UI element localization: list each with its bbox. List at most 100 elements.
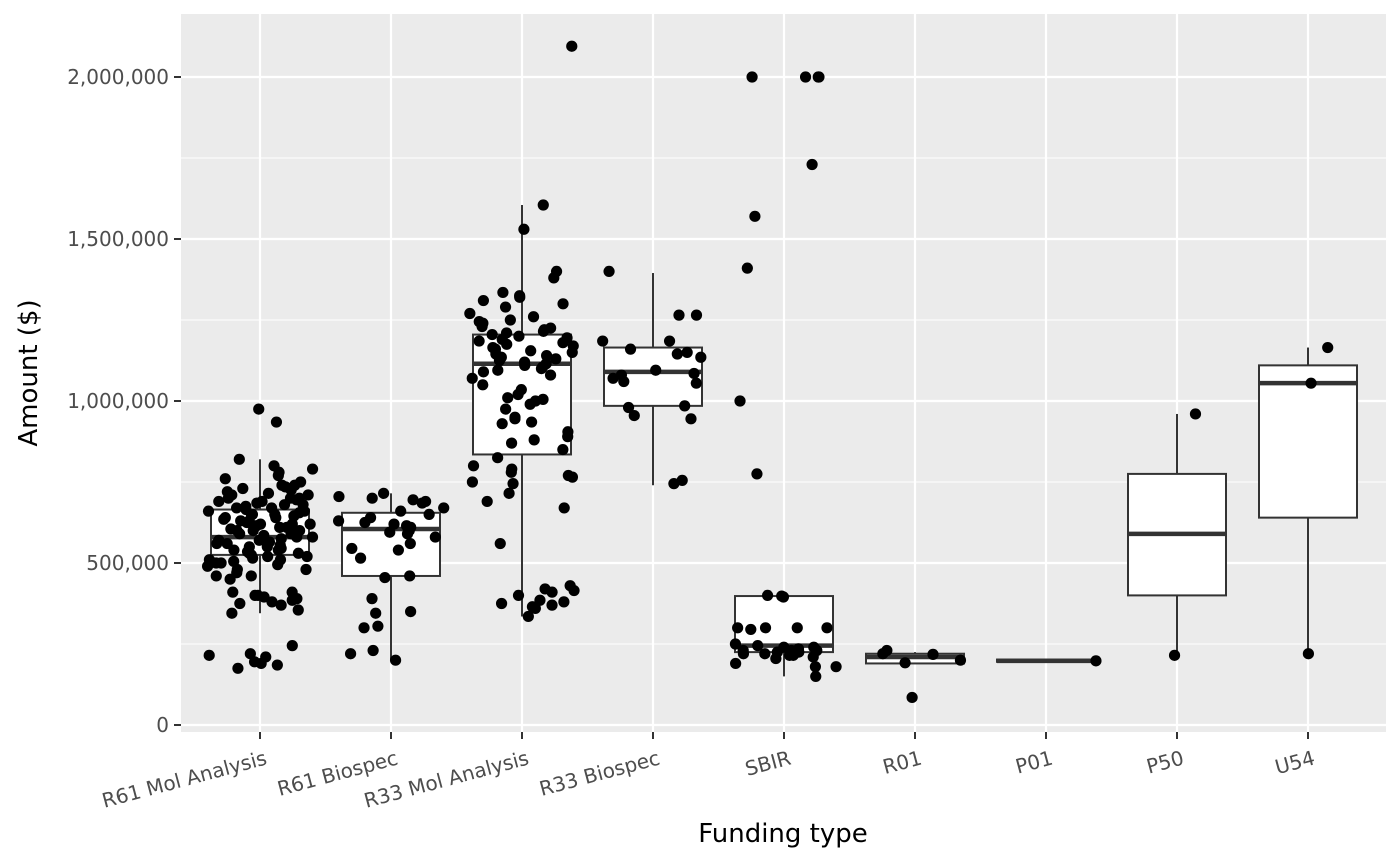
data-point xyxy=(877,648,889,660)
data-point xyxy=(210,557,222,569)
point-group xyxy=(201,40,1334,704)
data-point xyxy=(401,528,414,540)
data-point xyxy=(628,409,640,422)
data-point xyxy=(807,651,819,663)
data-point xyxy=(493,354,506,367)
data-point xyxy=(809,661,821,673)
data-point xyxy=(232,662,244,674)
data-point xyxy=(271,659,283,671)
data-point xyxy=(255,657,267,670)
data-point xyxy=(906,691,918,704)
data-point xyxy=(513,330,525,342)
data-point xyxy=(752,640,764,652)
data-point xyxy=(262,487,275,499)
data-point xyxy=(492,364,504,376)
data-point xyxy=(404,570,416,582)
data-point xyxy=(681,346,693,358)
data-point xyxy=(218,513,230,525)
data-point xyxy=(504,314,516,326)
data-point xyxy=(737,648,750,660)
data-point xyxy=(221,537,233,550)
data-point xyxy=(732,622,744,634)
data-point xyxy=(537,199,549,211)
x-axis-title: Funding type xyxy=(698,819,868,849)
data-point xyxy=(275,599,287,611)
data-point xyxy=(486,328,498,341)
data-point xyxy=(203,649,215,661)
data-point xyxy=(690,377,702,389)
data-point xyxy=(512,589,525,602)
data-point xyxy=(233,453,245,465)
data-point xyxy=(333,515,345,527)
data-point xyxy=(741,262,753,274)
data-point xyxy=(566,40,578,52)
data-point xyxy=(671,348,683,360)
data-point xyxy=(476,320,488,333)
data-point xyxy=(211,537,223,550)
data-point xyxy=(954,654,967,666)
data-point xyxy=(429,531,441,543)
data-point xyxy=(507,478,519,490)
data-point xyxy=(306,463,319,475)
data-point xyxy=(261,541,273,553)
data-point xyxy=(274,521,286,533)
data-point xyxy=(389,654,402,666)
data-point xyxy=(518,223,530,235)
data-point xyxy=(537,325,550,337)
data-point xyxy=(285,484,297,496)
data-point xyxy=(761,589,774,602)
x-tick-label: R61 Mol Analysis xyxy=(99,746,269,813)
data-point xyxy=(927,648,939,660)
data-point xyxy=(272,469,284,482)
data-point xyxy=(1322,341,1334,354)
data-point xyxy=(227,586,239,598)
data-point xyxy=(557,337,569,349)
data-point xyxy=(568,584,580,597)
data-point xyxy=(302,489,314,501)
data-point xyxy=(500,403,512,415)
data-point xyxy=(546,586,558,598)
data-point xyxy=(770,652,782,665)
data-point xyxy=(201,560,214,572)
data-point xyxy=(372,620,384,632)
data-point xyxy=(734,395,746,407)
data-point xyxy=(384,526,396,538)
data-point xyxy=(745,623,757,636)
data-point xyxy=(416,497,428,509)
data-point xyxy=(1090,655,1102,667)
data-point xyxy=(566,346,578,358)
data-point xyxy=(650,364,662,376)
data-point xyxy=(751,468,763,480)
data-point xyxy=(226,607,238,619)
data-point xyxy=(304,518,316,530)
data-point xyxy=(234,597,246,610)
data-point xyxy=(562,431,574,443)
data-point xyxy=(256,495,268,508)
data-point xyxy=(378,487,390,499)
data-point xyxy=(821,622,833,634)
data-point xyxy=(231,525,243,537)
data-point xyxy=(222,492,234,504)
data-point xyxy=(512,388,524,401)
data-point xyxy=(679,400,691,412)
data-point xyxy=(247,525,259,537)
data-point xyxy=(202,505,215,517)
y-axis-title: Amount ($) xyxy=(14,299,44,446)
data-point xyxy=(622,401,635,414)
data-point xyxy=(812,71,824,83)
x-tick-label: SBIR xyxy=(742,746,793,781)
y-tick-label: 1,000,000 xyxy=(67,389,169,413)
data-point xyxy=(514,291,526,303)
data-point xyxy=(618,375,630,388)
data-point xyxy=(379,571,391,584)
data-point xyxy=(830,661,842,673)
data-point xyxy=(1168,649,1181,661)
data-point xyxy=(306,531,319,543)
data-point xyxy=(810,670,822,683)
data-point xyxy=(544,369,557,381)
data-point xyxy=(253,403,265,415)
data-point xyxy=(286,640,298,652)
data-point xyxy=(749,210,761,222)
data-point xyxy=(501,338,513,350)
